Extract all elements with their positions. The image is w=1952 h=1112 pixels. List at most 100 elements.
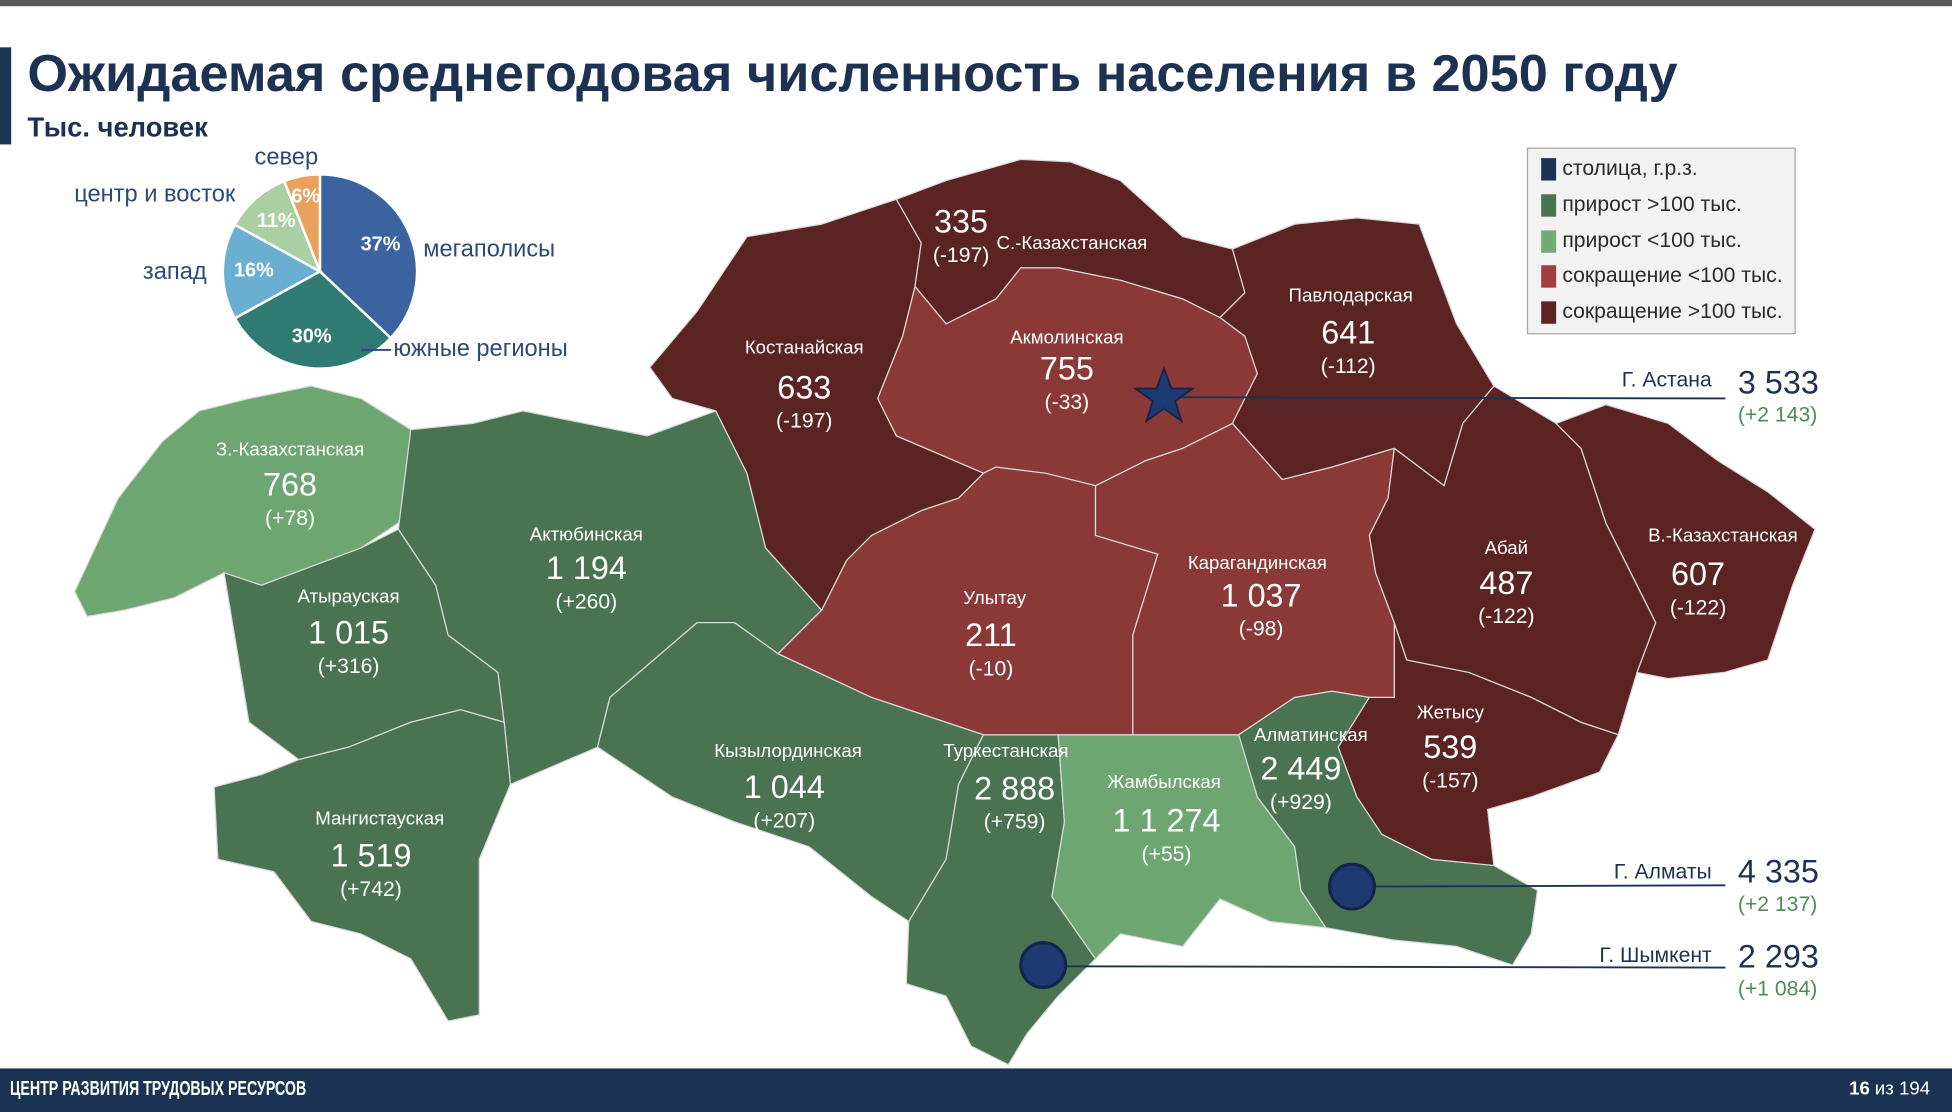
region-change: (+929) bbox=[1270, 791, 1332, 814]
legend-label: прирост >100 тыс. bbox=[1562, 193, 1742, 216]
region-name: Абай bbox=[1485, 537, 1528, 558]
pie-category: центр и восток bbox=[74, 182, 236, 208]
page-number: 16 bbox=[1849, 1078, 1870, 1099]
city-value: 3 533 bbox=[1738, 364, 1819, 400]
region-name: Костанайская bbox=[745, 337, 864, 358]
page-total: из 194 bbox=[1875, 1078, 1930, 1099]
region-value: 1 044 bbox=[744, 769, 825, 805]
title: Ожидаемая среднегодовая численность насе… bbox=[27, 45, 1677, 103]
region-value: 539 bbox=[1423, 729, 1477, 765]
city-change: (+2 143) bbox=[1738, 404, 1817, 427]
city-change: (+1 084) bbox=[1738, 978, 1817, 1001]
region-shape bbox=[1368, 385, 1657, 736]
region-shape bbox=[1219, 217, 1495, 487]
region-value: 633 bbox=[777, 369, 831, 405]
legend-label: сокращение >100 тыс. bbox=[1562, 300, 1782, 323]
legend-label: прирост <100 тыс. bbox=[1562, 229, 1742, 252]
region-shape bbox=[1554, 404, 1816, 680]
region-value: 1 015 bbox=[308, 615, 389, 651]
region-value: 335 bbox=[934, 204, 988, 240]
region-change: (-112) bbox=[1321, 355, 1376, 378]
region-name: В.-Казахстанская bbox=[1648, 525, 1798, 546]
pie-slice bbox=[233, 179, 323, 275]
region-value: 1 1 274 bbox=[1112, 803, 1220, 839]
region-value: 487 bbox=[1479, 565, 1533, 601]
region-value: 2 888 bbox=[974, 770, 1055, 806]
region-value: 641 bbox=[1321, 315, 1375, 351]
region-change: (-122) bbox=[1670, 597, 1726, 620]
legend-label: сокращение <100 тыс. bbox=[1562, 264, 1782, 287]
region-value: 755 bbox=[1040, 351, 1094, 387]
pie-category: запад bbox=[143, 259, 207, 285]
region-change: (+207) bbox=[753, 809, 815, 832]
legend-swatch bbox=[1541, 230, 1557, 253]
pie-slice bbox=[318, 173, 419, 340]
city-value: 4 335 bbox=[1738, 854, 1819, 890]
pie-value-label: 30% bbox=[292, 325, 332, 347]
pie-value-label: 16% bbox=[234, 260, 274, 282]
region-change: (+260) bbox=[555, 590, 617, 613]
region-change: (-197) bbox=[933, 244, 989, 267]
subtitle: Тыс. человек bbox=[27, 112, 208, 143]
region-name: Алматинская bbox=[1254, 724, 1368, 745]
region-name: Павлодарская bbox=[1289, 284, 1413, 305]
region-value: 607 bbox=[1671, 556, 1725, 592]
region-change: (-157) bbox=[1422, 770, 1478, 793]
city-leader bbox=[1043, 965, 1726, 969]
region-shape bbox=[213, 709, 512, 1022]
city-leader bbox=[1351, 884, 1726, 888]
city-value: 2 293 bbox=[1738, 938, 1819, 974]
region-name: Кызылординская bbox=[714, 740, 862, 761]
pie-value-label: 6% bbox=[291, 185, 320, 207]
region-name: Акмолинская bbox=[1010, 327, 1123, 348]
legend-swatch bbox=[1541, 194, 1557, 217]
cities: Г. Астана 3 533 (+2 143) Г. Алматы 4 335… bbox=[1019, 364, 1819, 1001]
city-marker bbox=[1019, 941, 1068, 990]
legend-swatch bbox=[1541, 158, 1557, 181]
region-change: (-122) bbox=[1478, 605, 1534, 628]
pie-category: север bbox=[255, 144, 319, 170]
legend-label: столица, г.р.з. bbox=[1562, 157, 1697, 180]
city-change: (+2 137) bbox=[1738, 893, 1817, 916]
region-name: Атырауская bbox=[298, 586, 400, 607]
region-value: 768 bbox=[263, 466, 317, 502]
pie-slice bbox=[282, 173, 322, 272]
legend-box bbox=[1526, 147, 1796, 335]
footer-bar bbox=[0, 1068, 1952, 1112]
region-shape bbox=[649, 198, 985, 612]
region-name: Жамбылская bbox=[1107, 771, 1221, 792]
footer-organization: ЦЕНТР РАЗВИТИЯ ТРУДОВЫХ РЕСУРСОВ bbox=[10, 1078, 306, 1100]
legend-swatch bbox=[1541, 265, 1557, 288]
region-value: 1 194 bbox=[546, 550, 627, 586]
pie-slice bbox=[233, 269, 393, 370]
accent-bar bbox=[0, 47, 12, 145]
city-name: Г. Астана bbox=[1622, 369, 1712, 392]
top-edge bbox=[0, 0, 1952, 7]
region-name: Туркестанская bbox=[943, 740, 1068, 761]
pie-value-label: 37% bbox=[361, 233, 401, 255]
region-value: 1 519 bbox=[330, 838, 411, 874]
region-change: (+55) bbox=[1141, 843, 1191, 866]
region-change: (-33) bbox=[1045, 391, 1090, 414]
pie-category: мегаполисы bbox=[423, 237, 555, 263]
region-change: (+742) bbox=[340, 878, 402, 901]
region-change: (-98) bbox=[1239, 618, 1284, 641]
region-change: (+78) bbox=[265, 507, 315, 530]
city-marker bbox=[1327, 862, 1376, 911]
legend-swatch bbox=[1541, 301, 1557, 324]
region-value: 2 449 bbox=[1260, 750, 1341, 786]
pie-value-label: 11% bbox=[257, 210, 296, 232]
city-name: Г. Алматы bbox=[1614, 861, 1712, 884]
city-leader bbox=[1163, 396, 1726, 400]
region-name: Актюбинская bbox=[530, 523, 643, 544]
region-value: 1 037 bbox=[1221, 577, 1302, 613]
city-name: Г. Шымкент bbox=[1599, 944, 1712, 967]
region-change: (-197) bbox=[776, 410, 832, 433]
region-value: 211 bbox=[965, 617, 1017, 653]
pie-slice bbox=[221, 222, 323, 320]
region-change: (+759) bbox=[984, 811, 1046, 834]
pie-chart: 37% 30% 16% 11% 6% bbox=[221, 173, 419, 370]
legend: столица, г.р.з. прирост >100 тыс. прирос… bbox=[1526, 147, 1796, 335]
map: З.-Казахстанская 768 (+78) Атырауская 1 015 (… bbox=[74, 158, 1816, 1066]
region-name: Мангистауская bbox=[315, 807, 444, 828]
